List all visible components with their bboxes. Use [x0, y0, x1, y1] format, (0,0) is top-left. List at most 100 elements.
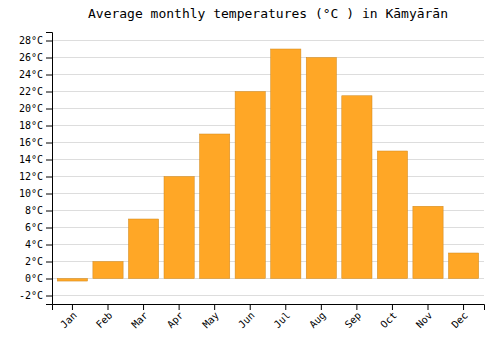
- bar: [377, 151, 407, 279]
- bar: [342, 96, 372, 279]
- y-tick-label: 2°C: [25, 256, 43, 267]
- x-tick: Apr: [165, 304, 186, 330]
- y-tick: 6°C: [25, 222, 52, 233]
- x-tick-label: Jul: [272, 310, 293, 331]
- y-tick: 12°C: [19, 171, 52, 182]
- y-tick-label: 20°C: [19, 103, 43, 114]
- grid-line: [52, 142, 484, 143]
- x-tick: Jul: [272, 304, 293, 330]
- y-tick-mark: [46, 126, 52, 127]
- y-tick: 18°C: [19, 120, 52, 131]
- x-axis: Jan Feb Mar Apr May Jun Jul Aug Sep Oct Nov Dec: [53, 304, 485, 330]
- x-tick: Feb: [94, 304, 115, 330]
- x-tick-label: Jan: [58, 310, 79, 331]
- x-tick: Nov: [414, 304, 435, 330]
- grid-line: [52, 74, 484, 75]
- bar: [57, 279, 87, 282]
- y-tick: 2°C: [25, 256, 52, 267]
- y-tick-mark: [46, 177, 52, 178]
- y-tick: 14°C: [19, 154, 52, 165]
- y-tick-label: 0°C: [25, 273, 43, 284]
- y-tick-label: 16°C: [19, 137, 43, 148]
- x-tick-mark: [250, 304, 251, 310]
- bar: [306, 58, 336, 279]
- x-tick-label: Dec: [449, 310, 470, 331]
- y-tick: 16°C: [19, 137, 52, 148]
- bar: [93, 262, 123, 279]
- x-tick: May: [200, 304, 221, 330]
- x-tick-mark: [428, 304, 429, 310]
- title: Average monthly temperatures (°C ) in Kā…: [88, 6, 448, 21]
- bar: [128, 219, 158, 279]
- x-tick-mark: [72, 304, 73, 310]
- x-tick-mark: [179, 304, 180, 310]
- y-tick-mark: [46, 245, 52, 246]
- y-tick-mark: [46, 228, 52, 229]
- bar: [235, 92, 265, 279]
- x-tick: Sep: [343, 304, 364, 330]
- x-tick: Aug: [307, 304, 328, 330]
- x-tick: Dec: [449, 304, 470, 330]
- x-tick: Oct: [378, 304, 399, 330]
- grid-line: [52, 108, 484, 109]
- x-tick-label: Oct: [378, 310, 399, 331]
- y-tick-label: 18°C: [19, 120, 43, 131]
- x-axis-line: [53, 305, 485, 311]
- chart: -2°C 0°C 2°C 4°C 6°C 8°C 10°C 12°C 14°C 16°C 18°C 2…: [0, 0, 500, 350]
- plot-area: -2°C 0°C 2°C 4°C 6°C 8°C 10°C 12°C 14°C 16°C 18°C 2…: [19, 33, 485, 331]
- grid-line: [52, 295, 484, 296]
- y-tick-mark: [46, 58, 52, 59]
- bar: [413, 206, 443, 278]
- x-tick-mark: [143, 304, 144, 310]
- y-axis-line: [46, 33, 53, 305]
- y-tick-label: 22°C: [19, 86, 43, 97]
- x-tick-mark: [285, 304, 286, 310]
- grid-line: [52, 40, 484, 41]
- y-tick-mark: [46, 160, 52, 161]
- x-tick-label: Nov: [414, 310, 435, 331]
- y-tick: 22°C: [19, 86, 52, 97]
- x-tick-label: May: [200, 310, 221, 331]
- y-tick-label: -2°C: [19, 290, 43, 301]
- y-tick-mark: [46, 92, 52, 93]
- y-tick-mark: [46, 109, 52, 110]
- y-tick: -2°C: [19, 290, 52, 301]
- x-tick-label: Feb: [94, 310, 115, 331]
- x-tick-mark: [214, 304, 215, 310]
- y-tick-mark: [46, 279, 52, 280]
- x-tick: Jan: [58, 304, 79, 330]
- y-tick-label: 26°C: [19, 52, 43, 63]
- x-tick-mark: [463, 304, 464, 310]
- y-tick: 28°C: [19, 35, 52, 46]
- y-tick-mark: [46, 41, 52, 42]
- x-tick-label: Jun: [236, 310, 257, 331]
- y-tick-label: 10°C: [19, 188, 43, 199]
- y-tick-label: 8°C: [25, 205, 43, 216]
- grid-line: [52, 57, 484, 58]
- x-tick-label: Mar: [129, 310, 150, 331]
- grid-line: [52, 176, 484, 177]
- y-tick-mark: [46, 211, 52, 212]
- y-tick: 10°C: [19, 188, 52, 199]
- bar: [448, 253, 478, 279]
- x-tick-label: Aug: [307, 310, 328, 331]
- bar: [164, 177, 194, 279]
- y-tick: 4°C: [25, 239, 52, 250]
- y-tick-mark: [46, 296, 52, 297]
- grid-line: [52, 193, 484, 194]
- x-tick: Jun: [236, 304, 257, 330]
- x-tick-label: Apr: [165, 310, 186, 331]
- y-tick-mark: [46, 75, 52, 76]
- y-tick-mark: [46, 262, 52, 263]
- grid: [52, 41, 484, 296]
- y-tick-label: 14°C: [19, 154, 43, 165]
- grid-line: [52, 125, 484, 126]
- y-tick: 24°C: [19, 69, 52, 80]
- y-tick-label: 24°C: [19, 69, 43, 80]
- y-tick-mark: [46, 194, 52, 195]
- y-tick: 8°C: [25, 205, 52, 216]
- bars: [57, 49, 478, 281]
- y-tick-label: 28°C: [19, 35, 43, 46]
- x-tick: Mar: [129, 304, 150, 330]
- x-tick-mark: [321, 304, 322, 310]
